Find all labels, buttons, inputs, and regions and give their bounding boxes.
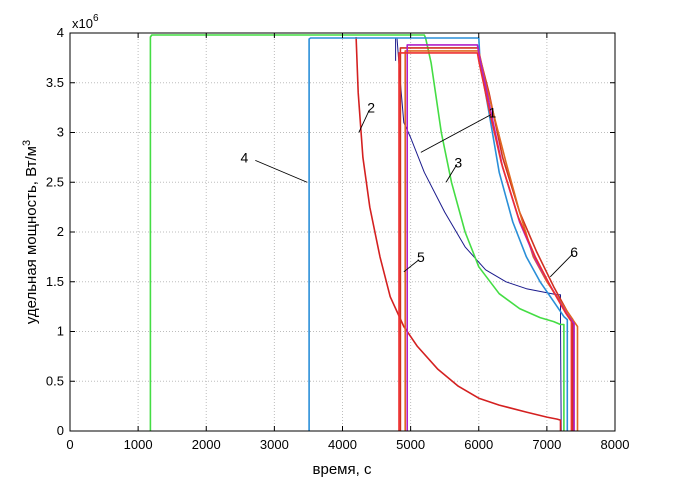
y-tick-label: 3.5 <box>46 75 64 90</box>
callout-leader-2 <box>358 110 370 133</box>
callout-label-6: 6 <box>570 244 578 260</box>
y-exponent-base: x10 <box>72 16 93 31</box>
y-axis-label-text: удельная мощность, Вт/м <box>23 146 40 324</box>
series-line-2 <box>355 36 562 431</box>
callouts: 1 2 3 4 5 6 <box>241 100 578 278</box>
x-tick-label: 5000 <box>396 437 425 452</box>
x-tick-label: 6000 <box>464 437 493 452</box>
x-axis-label: время, с <box>313 461 372 478</box>
y-axis-label-sup: 3 <box>21 140 33 146</box>
series-lines <box>149 34 579 432</box>
y-tick-label: 3 <box>57 125 64 140</box>
callout-label-2: 2 <box>367 100 375 116</box>
y-exponent: x106 <box>72 13 99 31</box>
x-tick-label: 4000 <box>328 437 357 452</box>
x-tick-label: 3000 <box>260 437 289 452</box>
y-tick-label: 1 <box>57 324 64 339</box>
y-tick-label: 2 <box>57 224 64 239</box>
x-tick-label: 1000 <box>124 437 153 452</box>
callout-leader-6 <box>549 253 574 278</box>
x-tick-label: 0 <box>66 437 73 452</box>
y-tick-label: 4 <box>57 25 64 40</box>
series-line-3 <box>149 34 565 431</box>
grid <box>70 33 615 431</box>
x-tick-label: 8000 <box>601 437 630 452</box>
series-line-extra-7 <box>398 52 573 431</box>
x-tick-label: 2000 <box>192 437 221 452</box>
y-tick-label: 0.5 <box>46 373 64 388</box>
callout-label-1: 1 <box>488 105 496 121</box>
series-line-6 <box>404 50 579 431</box>
callout-leader-3 <box>445 164 458 183</box>
x-tick-label: 7000 <box>532 437 561 452</box>
callout-label-4: 4 <box>241 149 249 165</box>
series-line-4 <box>308 37 569 431</box>
callout-label-3: 3 <box>454 154 462 170</box>
callout-label-5: 5 <box>417 249 425 265</box>
callout-leader-1 <box>420 114 492 153</box>
callout-leader-5 <box>403 259 420 273</box>
y-exponent-power: 6 <box>93 13 99 24</box>
y-tick-label: 2.5 <box>46 174 64 189</box>
y-ticks: 0 0.5 1 1.5 2 2.5 3 3.5 4 <box>46 25 615 438</box>
y-axis-label: удельная мощность, Вт/м3 <box>21 140 40 324</box>
callout-leader-4 <box>255 159 308 183</box>
y-tick-label: 0 <box>57 423 64 438</box>
y-tick-label: 1.5 <box>46 274 64 289</box>
x-ticks: 0 1000 2000 3000 4000 5000 6000 7000 8000 <box>66 33 629 452</box>
